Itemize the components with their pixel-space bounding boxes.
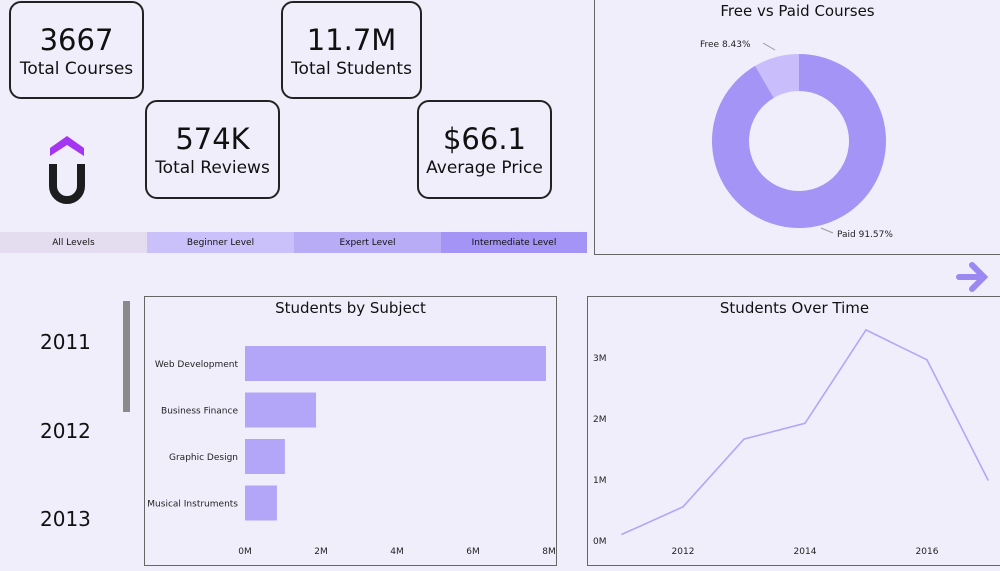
- chart-title: Free vs Paid Courses: [720, 2, 875, 20]
- kpi-total-reviews: 574K Total Reviews: [145, 100, 280, 199]
- slicer-label: All Levels: [52, 237, 95, 248]
- category-label: Musical Instruments: [147, 500, 238, 510]
- y-tick-label: 1M: [593, 476, 607, 486]
- data-point: [804, 422, 806, 425]
- level-slicer-expert[interactable]: Expert Level: [294, 232, 441, 253]
- category-label: Web Development: [155, 360, 239, 370]
- x-tick-label: 8M: [542, 547, 556, 557]
- x-tick-label: 0M: [238, 547, 252, 557]
- leader-line: [762, 42, 776, 51]
- students-by-subject-panel: Students by Subject Web Development Busin…: [144, 296, 557, 566]
- x-tick-label: 6M: [466, 547, 480, 557]
- data-point: [865, 329, 867, 331]
- kpi-value: 11.7M: [306, 23, 397, 57]
- arrow-right-icon[interactable]: [955, 259, 991, 295]
- kpi-average-price: $66.1 Average Price: [417, 100, 552, 199]
- slicer-label: Expert Level: [339, 237, 396, 248]
- slicer-label: Beginner Level: [186, 237, 255, 248]
- kpi-label: Total Reviews: [155, 158, 270, 178]
- year-item[interactable]: 2011: [40, 330, 91, 354]
- category-label: Business Finance: [161, 407, 238, 417]
- students-over-time-panel: Students Over Time 0M 1M 2M 3M 2012 2014 2016: [587, 296, 1000, 566]
- kpi-label: Total Courses: [19, 59, 134, 79]
- udemy-logo: [49, 136, 85, 204]
- data-point: [682, 506, 684, 508]
- level-slicer-beginner[interactable]: Beginner Level: [147, 232, 294, 253]
- chart-title: Students Over Time: [719, 299, 870, 317]
- data-point: [743, 438, 745, 440]
- x-tick-label: 4M: [390, 547, 404, 557]
- scrollbar[interactable]: [123, 301, 130, 412]
- bar: [245, 346, 546, 381]
- bar: [245, 439, 285, 474]
- kpi-label: Average Price: [426, 158, 543, 178]
- bar: [245, 392, 317, 428]
- free-vs-paid-panel: Free vs Paid Courses Free 8.43% Paid 91.5…: [594, 0, 1000, 255]
- donut-slice-free: [755, 54, 799, 98]
- line-chart: 0M 1M 2M 3M 2012 2014 2016: [593, 328, 989, 557]
- slice-label-paid: Paid 91.57%: [837, 230, 893, 240]
- y-tick-label: 0M: [593, 537, 607, 547]
- y-tick-label: 2M: [593, 415, 607, 425]
- kpi-value: 3667: [39, 23, 114, 57]
- kpi-total-courses: 3667 Total Courses: [9, 1, 144, 99]
- data-point: [987, 479, 989, 481]
- series-line: [621, 328, 989, 536]
- kpi-label: Total Students: [291, 59, 412, 79]
- data-point: [621, 533, 623, 536]
- year-item[interactable]: 2013: [40, 507, 91, 531]
- chart-title: Students by Subject: [275, 299, 426, 317]
- kpi-total-students: 11.7M Total Students: [281, 1, 422, 99]
- slice-label-free: Free 8.43%: [700, 40, 751, 50]
- level-slicer-all[interactable]: All Levels: [0, 232, 147, 253]
- x-tick-label: 2016: [916, 547, 939, 557]
- data-point: [926, 359, 928, 361]
- kpi-value: 574K: [175, 122, 250, 156]
- x-tick-label: 2014: [794, 547, 817, 557]
- bar: [245, 485, 277, 521]
- donut-slice-paid: [712, 54, 886, 228]
- leader-line: [820, 227, 834, 234]
- kpi-value: $66.1: [442, 122, 527, 156]
- bar-chart: Web Development Business Finance Graphic D…: [147, 346, 556, 557]
- x-tick-label: 2012: [672, 547, 695, 557]
- category-label: Graphic Design: [169, 453, 238, 463]
- y-tick-label: 3M: [593, 354, 607, 364]
- level-slicer-intermediate[interactable]: Intermediate Level: [441, 232, 587, 253]
- year-item[interactable]: 2012: [40, 419, 91, 443]
- slicer-label: Intermediate Level: [471, 237, 557, 248]
- x-tick-label: 2M: [314, 547, 328, 557]
- donut-chart: Free 8.43% Paid 91.57%: [700, 40, 893, 240]
